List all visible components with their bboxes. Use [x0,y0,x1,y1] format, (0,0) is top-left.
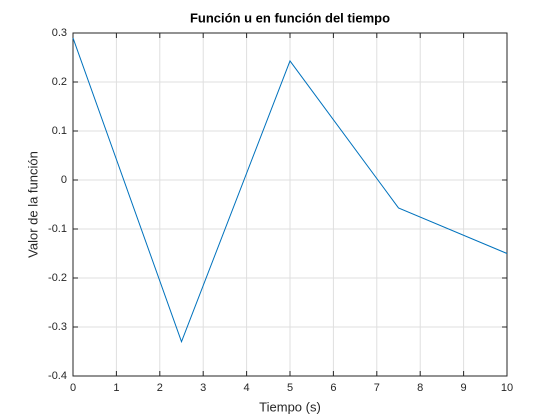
x-tick-label: 8 [417,382,423,394]
x-tick-label: 9 [461,382,467,394]
y-tick-label: 0 [61,174,67,186]
chart-title: Función u en función del tiempo [190,10,390,25]
y-tick-label: -0.1 [48,223,67,235]
x-tick-label: 7 [374,382,380,394]
axes-box [72,32,508,377]
y-tick-label: -0.2 [48,272,67,284]
y-tick-label: -0.4 [48,370,67,382]
data-line [72,37,508,344]
x-tick-label: 3 [200,382,206,394]
x-tick-label: 0 [70,382,76,394]
y-axis-label: Valor de la función [25,151,40,258]
x-tick-label: 2 [157,382,163,394]
y-tick-label: 0.3 [52,27,67,39]
x-tick-label: 5 [287,382,293,394]
y-tick-label: 0.2 [52,76,67,88]
y-tick-label: -0.3 [48,321,67,333]
x-tick-label: 10 [501,382,513,394]
x-axis-label: Tiempo (s) [259,399,321,414]
y-tick-label: 0.1 [52,125,67,137]
x-tick-label: 6 [330,382,336,394]
x-tick-label: 4 [244,382,250,394]
x-tick-label: 1 [113,382,119,394]
